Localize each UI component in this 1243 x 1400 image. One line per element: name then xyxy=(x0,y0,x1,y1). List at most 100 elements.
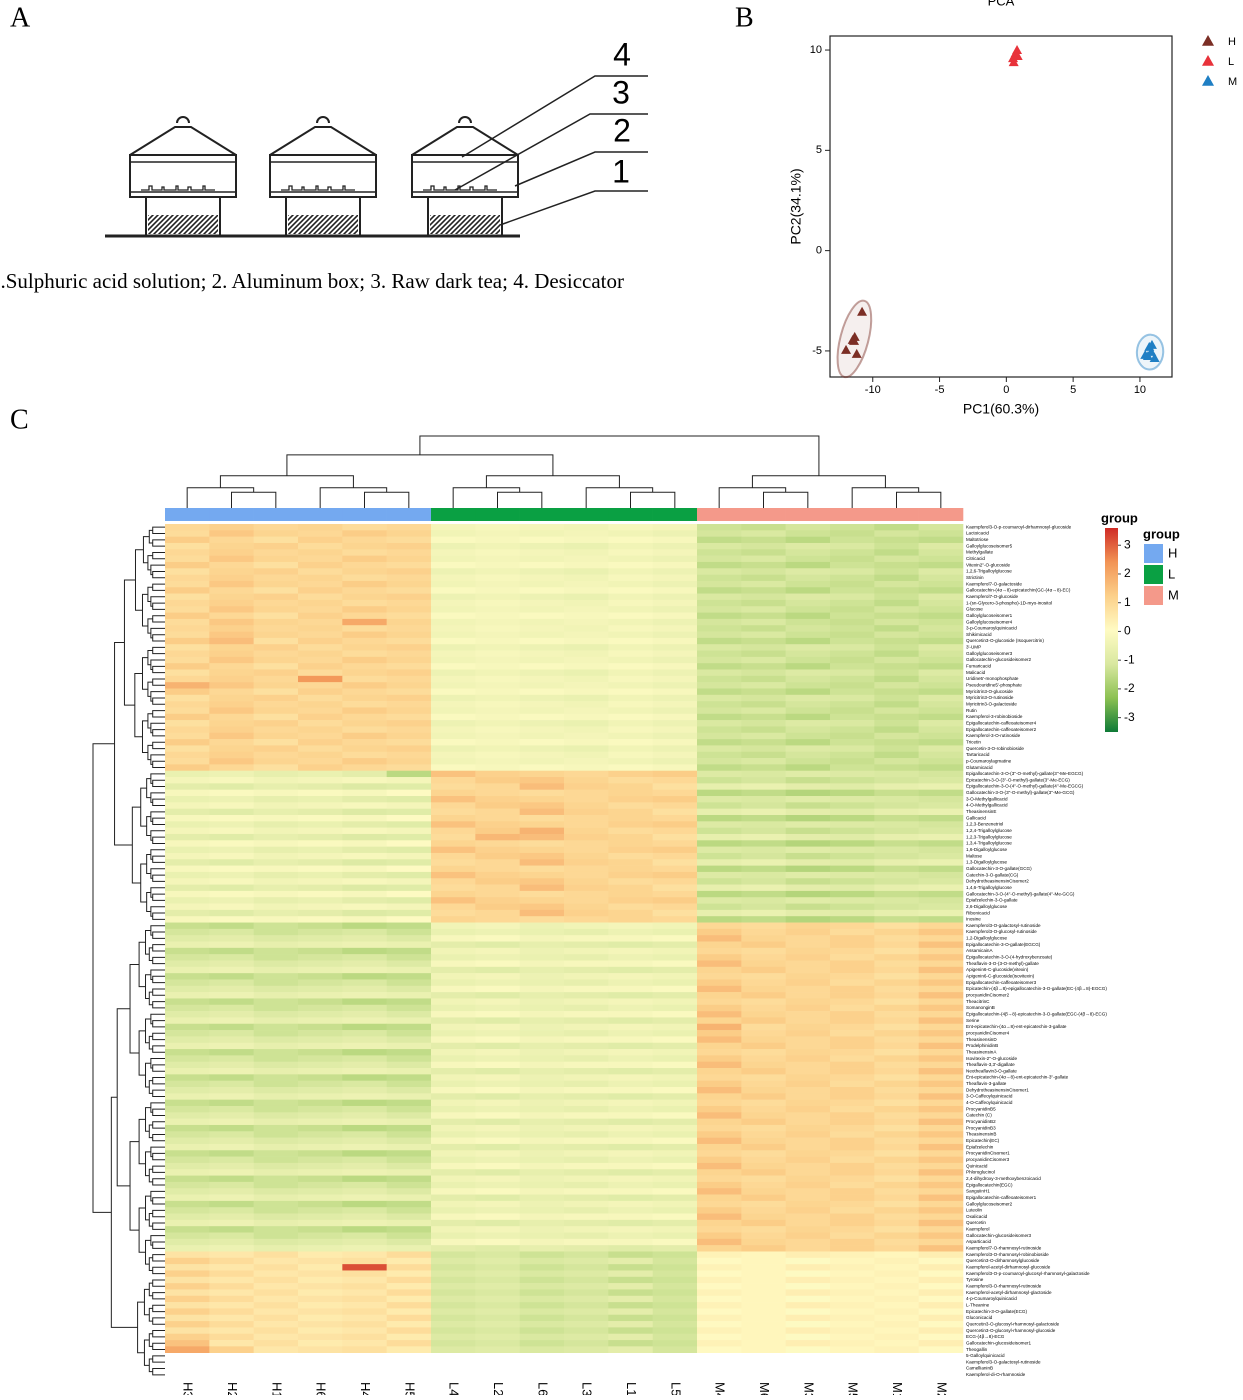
heatmap-cell xyxy=(830,885,875,892)
x-tick-label: 5 xyxy=(1070,384,1076,396)
heatmap-cell xyxy=(830,910,875,917)
heatmap-cell xyxy=(608,1081,653,1088)
y-tick-label: -5 xyxy=(812,345,822,357)
heatmap-cell xyxy=(342,796,387,803)
heatmap-cell xyxy=(165,707,210,714)
heatmap-cell xyxy=(520,651,565,658)
heatmap-cell xyxy=(830,1074,875,1081)
heatmap-cell xyxy=(786,1182,831,1189)
heatmap-cell xyxy=(608,1296,653,1303)
heatmap-cell xyxy=(475,1334,520,1341)
heatmap-cell xyxy=(830,1049,875,1056)
heatmap-cell xyxy=(697,1239,742,1246)
heatmap-cell xyxy=(209,556,254,563)
heatmap-cell xyxy=(919,986,964,993)
heatmap-cell xyxy=(431,1062,476,1069)
heatmap-cell xyxy=(209,1220,254,1227)
row-label: Gallocatechin-glucosideisomer1 xyxy=(966,1340,1032,1345)
heatmap-cell xyxy=(919,663,964,670)
heatmap-cell xyxy=(342,587,387,594)
heatmap-cell xyxy=(697,1049,742,1056)
dendrogram-branch xyxy=(153,1090,165,1096)
row-label: L-Theanine xyxy=(966,1302,990,1307)
heatmap-cell xyxy=(520,979,565,986)
heatmap-cell xyxy=(475,575,520,582)
heatmap-cell xyxy=(520,568,565,575)
heatmap-cell xyxy=(298,1188,343,1195)
heatmap-cell xyxy=(874,1081,919,1088)
heatmap-cell xyxy=(919,891,964,898)
heatmap-cell xyxy=(919,575,964,582)
heatmap-cell xyxy=(653,625,698,632)
heatmap-cell xyxy=(209,764,254,771)
heatmap-cell xyxy=(741,935,786,942)
heatmap-cell xyxy=(475,1106,520,1113)
heatmap-cell xyxy=(653,840,698,847)
heatmap-cell xyxy=(653,575,698,582)
heatmap-cell xyxy=(431,960,476,967)
heatmap-cell xyxy=(564,1340,609,1347)
dendrogram-branch xyxy=(153,1293,165,1299)
heatmap-cell xyxy=(786,771,831,778)
heatmap-cell xyxy=(298,1182,343,1189)
legend-label: L xyxy=(1228,56,1234,68)
row-label: SomanonginB xyxy=(966,1005,995,1010)
heatmap-cell xyxy=(564,992,609,999)
heatmap-cell xyxy=(298,1030,343,1037)
heatmap-cell xyxy=(653,1036,698,1043)
heatmap-cell xyxy=(874,543,919,550)
heatmap-cell xyxy=(564,1011,609,1018)
heatmap-cell xyxy=(697,809,742,816)
heatmap-cell xyxy=(608,638,653,645)
heatmap-cell xyxy=(564,1201,609,1208)
heatmap-cell xyxy=(209,1233,254,1240)
heatmap-cell xyxy=(830,1062,875,1069)
heatmap-cell xyxy=(431,1112,476,1119)
heatmap-cell xyxy=(697,1112,742,1119)
heatmap-cell xyxy=(342,1169,387,1176)
heatmap-cell xyxy=(342,1251,387,1258)
heatmap-cell xyxy=(653,1245,698,1252)
heatmap-cell xyxy=(608,1264,653,1271)
heatmap-cell xyxy=(431,562,476,569)
heatmap-cell xyxy=(919,1062,964,1069)
heatmap-cell xyxy=(520,942,565,949)
heatmap-cell xyxy=(298,790,343,797)
heatmap-cell xyxy=(697,1062,742,1069)
heatmap-cell xyxy=(475,1188,520,1195)
row-label: Quinicacid xyxy=(966,1163,988,1168)
heatmap-cell xyxy=(475,1017,520,1024)
heatmap-cell xyxy=(564,1207,609,1214)
dendrogram-branch xyxy=(719,488,786,508)
heatmap-cell xyxy=(564,1074,609,1081)
heatmap-cell xyxy=(165,777,210,784)
heatmap-cell xyxy=(919,707,964,714)
heatmap-cell xyxy=(475,979,520,986)
heatmap-cell xyxy=(165,847,210,854)
legend-swatch xyxy=(1144,586,1163,605)
heatmap-cell xyxy=(786,657,831,664)
heatmap-cell xyxy=(387,948,432,955)
heatmap-cell xyxy=(475,562,520,569)
heatmap-cell xyxy=(254,1100,299,1107)
heatmap-cell xyxy=(342,1049,387,1056)
dendrogram-branch xyxy=(149,1169,152,1182)
heatmap-cell xyxy=(608,960,653,967)
dendrogram-branch xyxy=(153,1153,165,1159)
heatmap-cell xyxy=(786,840,831,847)
heatmap-cell xyxy=(431,967,476,974)
dendrogram-branch xyxy=(287,455,553,476)
heatmap-cell xyxy=(919,834,964,841)
heatmap-cell xyxy=(254,967,299,974)
heatmap-cell xyxy=(608,923,653,930)
heatmap-cell xyxy=(165,1043,210,1050)
heatmap-cell xyxy=(165,1302,210,1309)
heatmap-cell xyxy=(741,1100,786,1107)
heatmap-cell xyxy=(874,967,919,974)
heatmap-cell xyxy=(564,872,609,879)
heatmap-cell xyxy=(919,543,964,550)
heatmap-cell xyxy=(475,853,520,860)
heatmap-cell xyxy=(919,1068,964,1075)
heatmap-cell xyxy=(475,1327,520,1334)
heatmap-cell xyxy=(830,587,875,594)
